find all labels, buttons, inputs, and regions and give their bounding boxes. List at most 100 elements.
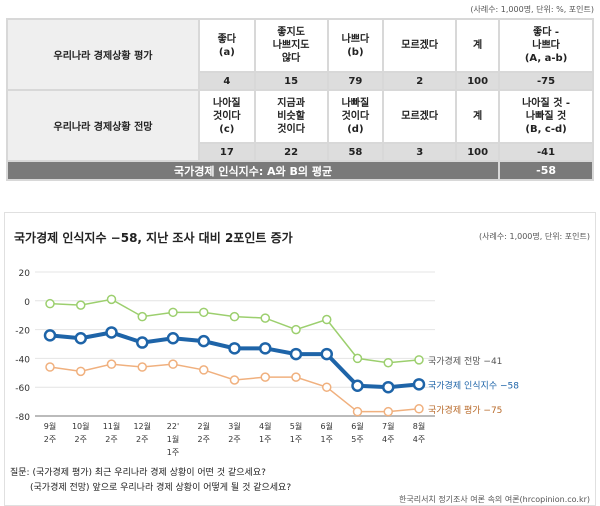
data-point — [45, 298, 55, 309]
value-cell: 58 — [326, 142, 385, 162]
data-point — [291, 372, 301, 382]
column-header: 지금과 비슷할 것이다 — [253, 89, 329, 144]
data-point — [291, 324, 301, 335]
x-tick-label: 12월 — [133, 421, 151, 431]
value-cell: 100 — [455, 71, 501, 91]
data-point — [289, 347, 303, 361]
data-point — [199, 307, 209, 318]
y-tick-label: -80 — [15, 413, 30, 423]
data-point — [414, 404, 424, 414]
value-cell: -75 — [498, 71, 594, 91]
x-tick-label: 1주 — [321, 435, 333, 444]
column-header: 좋다 (a) — [198, 18, 256, 73]
question-1: 질문: (국가경제 평가) 최근 우리나라 경제 상황이 어떤 것 같으세요? — [10, 468, 266, 478]
data-point — [412, 378, 426, 391]
x-tick-label: 2주 — [44, 435, 56, 444]
x-tick-label: 22' — [167, 422, 179, 431]
value-cell: -41 — [498, 142, 594, 162]
data-point — [229, 311, 240, 322]
data-point — [352, 353, 363, 364]
data-point — [351, 379, 364, 393]
x-tick-label: 4주 — [382, 435, 394, 444]
column-header: 좋지도 나쁘지도 않다 — [253, 18, 329, 73]
index-label: 국가경제 인식지수: A와 B의 평균 — [5, 160, 501, 181]
index-value: -58 — [498, 160, 594, 181]
x-tick-label: 2주 — [75, 435, 87, 444]
column-header: 나아질 것이다 (c) — [198, 89, 256, 144]
data-point — [322, 314, 332, 325]
x-tick-label: 7월 — [382, 421, 394, 431]
x-tick-label: 2주 — [228, 435, 240, 444]
table-note: (사례수: 1,000명, 단위: %, 포인트) — [470, 5, 594, 14]
data-point — [229, 375, 240, 385]
data-point — [166, 331, 180, 345]
data-point — [260, 372, 270, 382]
value-cell: 17 — [198, 142, 256, 162]
value-cell: 100 — [455, 142, 501, 162]
x-tick-label: 2월 — [198, 421, 210, 431]
data-point — [228, 342, 241, 355]
column-header: 나쁘다 (b) — [326, 18, 385, 73]
data-point — [322, 382, 332, 392]
question-2: (국가경제 전망) 앞으로 우리나라 경제 상황이 어떻게 될 것 같으세요? — [30, 483, 292, 493]
data-point — [383, 406, 393, 417]
data-point — [168, 307, 178, 318]
data-point — [168, 359, 178, 369]
column-header: 계 — [455, 89, 501, 144]
row-label: 우리나라 경제상황 전망 — [6, 89, 200, 162]
row-label: 우리나라 경제상황 평가 — [6, 18, 200, 91]
y-tick-label: 20 — [19, 269, 31, 279]
data-point — [137, 362, 147, 372]
value-cell: 79 — [326, 71, 385, 91]
data-point — [106, 359, 117, 369]
data-point — [106, 294, 117, 305]
x-tick-label: 2주 — [136, 435, 148, 444]
data-point — [320, 347, 333, 361]
data-point — [76, 300, 86, 310]
data-point — [74, 331, 87, 345]
x-tick-label: 8월 — [413, 421, 425, 431]
x-tick-label: 2주 — [198, 435, 210, 444]
x-tick-label: 2주 — [105, 435, 117, 444]
data-point — [197, 334, 210, 348]
x-tick-label: 9월 — [44, 421, 56, 431]
y-tick-label: 0 — [24, 298, 30, 308]
column-header: 나아질 것 - 나빠질 것 (B, c-d) — [498, 89, 594, 144]
column-header: 좋다 - 나쁘다 (A, a-b) — [498, 18, 594, 73]
x-tick-label: 4주 — [413, 435, 425, 444]
x-tick-label: 5주 — [351, 435, 363, 444]
data-point — [105, 326, 118, 339]
value-cell: 3 — [382, 142, 458, 162]
data-point — [260, 313, 270, 323]
x-tick-label: 6월 — [351, 421, 363, 431]
data-point — [137, 311, 147, 322]
data-point — [414, 355, 424, 365]
chart-title: 국가경제 인식지수 −58, 지난 조사 대비 2포인트 증가 — [14, 231, 293, 245]
x-tick-label: 1주 — [290, 435, 302, 444]
value-cell: 15 — [253, 71, 329, 91]
data-point — [383, 357, 393, 368]
x-tick-label: 11월 — [103, 421, 121, 431]
x-tick-label: 1주 — [167, 448, 179, 457]
series-label: 국가경제 인식지수 −58 — [428, 379, 519, 391]
x-tick-label: 10월 — [72, 421, 90, 431]
data-point — [259, 342, 272, 355]
value-cell: 22 — [253, 142, 329, 162]
x-tick-label: 1주 — [259, 435, 271, 444]
data-point — [199, 365, 209, 375]
source: 한국리서치 정기조사 여론 속의 여론(hrcopinion.co.kr) — [398, 495, 590, 504]
survey-table: 우리나라 경제상황 평가 좋다 (a) 좋지도 나쁘지도 않다 나쁘다 (b) 모르겠다… — [5, 18, 594, 181]
y-tick-label: -60 — [15, 384, 30, 394]
x-tick-label: 4월 — [259, 421, 271, 431]
x-tick-label: 6월 — [321, 421, 333, 431]
x-tick-label: 5월 — [290, 421, 302, 431]
value-cell: 4 — [198, 71, 256, 91]
column-header: 모르겠다 — [382, 89, 458, 144]
data-point — [45, 362, 55, 372]
y-tick-label: -20 — [15, 327, 30, 337]
column-header: 모르겠다 — [382, 18, 458, 73]
data-point — [43, 329, 57, 342]
column-header: 계 — [455, 18, 501, 73]
series-label: 국가경제 평가 −75 — [428, 404, 502, 416]
